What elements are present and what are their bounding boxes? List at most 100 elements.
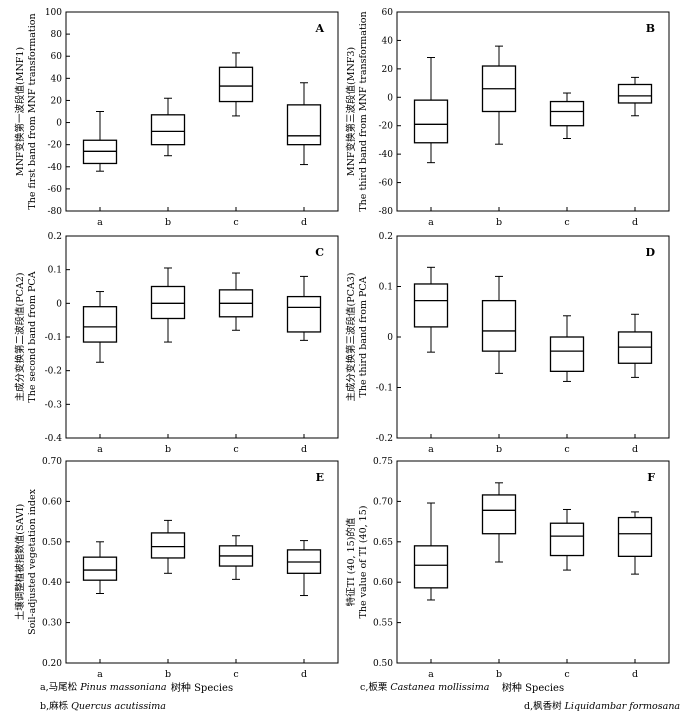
y-tick-label: 80 bbox=[51, 30, 63, 40]
category-label: b bbox=[165, 669, 171, 680]
box-a bbox=[82, 291, 118, 363]
y-tick-label: -0.3 bbox=[45, 400, 63, 410]
y-axis-title-cn: 土壤调整植被指数值(SAVI) bbox=[14, 504, 26, 620]
y-tick-label: 0.70 bbox=[42, 457, 62, 467]
category-label: a bbox=[97, 217, 103, 228]
y-tick-label: 0.60 bbox=[373, 578, 393, 588]
y-tick-label: 0.2 bbox=[48, 232, 62, 242]
box-c bbox=[218, 52, 254, 117]
y-tick-label: -60 bbox=[48, 185, 63, 195]
panel-a: -80 -60 -40 -20 0 20 40 60 80 100 a b c d A MNF变换第一波段值(… bbox=[14, 8, 339, 228]
box-d bbox=[617, 511, 653, 575]
y-tick-label: 0.1 bbox=[48, 266, 62, 276]
iqr-box bbox=[617, 516, 653, 557]
y-tick-label: 0.70 bbox=[373, 497, 393, 507]
panel-letter: F bbox=[647, 471, 655, 484]
y-tick-label: 0 bbox=[56, 119, 62, 129]
legend-item-c: c,板栗 Castanea mollissima bbox=[360, 681, 490, 693]
iqr-box bbox=[481, 494, 517, 535]
y-axis-title-en: The third band from PCA bbox=[358, 276, 369, 397]
y-axis-title-en: Soil-adjusted vegetation index bbox=[27, 488, 38, 634]
iqr-box bbox=[481, 299, 517, 352]
legend-prefix: b,麻栎 bbox=[40, 700, 71, 712]
iqr-box bbox=[413, 283, 449, 328]
box-d bbox=[617, 76, 653, 117]
y-axis-title-cn: 主成分变换第三波段值(PCA3) bbox=[345, 273, 357, 402]
panel-letter: A bbox=[314, 22, 324, 35]
box-c bbox=[549, 92, 585, 140]
iqr-box bbox=[617, 83, 653, 104]
box-c bbox=[549, 508, 585, 571]
category-label: a bbox=[97, 669, 103, 680]
y-tick-label: 20 bbox=[382, 65, 394, 75]
y-axis-title-cn: 主成分变换第二波段值(PCA2) bbox=[14, 273, 26, 402]
box-b bbox=[481, 275, 517, 374]
box-d bbox=[617, 313, 653, 378]
category-label: a bbox=[97, 444, 103, 455]
box-c bbox=[218, 272, 254, 331]
y-tick-label: -40 bbox=[48, 163, 63, 173]
y-axis-title-en: The value of TI (40, 15) bbox=[358, 506, 369, 619]
box-a bbox=[413, 56, 449, 164]
box-b bbox=[150, 519, 186, 574]
panel-f: 0.50 0.55 0.60 0.65 0.70 0.75 a b c d F 特征TI (40, 1… bbox=[345, 457, 670, 680]
y-tick-label: -0.1 bbox=[376, 384, 393, 394]
iqr-box bbox=[150, 285, 186, 320]
y-tick-label: 60 bbox=[382, 8, 394, 18]
y-tick-label: 0.40 bbox=[42, 578, 62, 588]
legend-species: Quercus acutissima bbox=[71, 701, 166, 712]
panel-b: -80 -60 -40 -20 0 20 40 60 a b c d B MNF变换第三波段值(MNF3)… bbox=[345, 8, 670, 228]
category-label: d bbox=[632, 669, 638, 680]
panel-letter: C bbox=[315, 246, 324, 259]
y-tick-label: 0.50 bbox=[42, 538, 62, 548]
legend-prefix: a,马尾松 bbox=[40, 681, 80, 693]
y-tick-label: -0.2 bbox=[376, 434, 393, 444]
legend-item-a: a,马尾松 Pinus massoniana bbox=[40, 681, 167, 693]
category-label: c bbox=[233, 669, 238, 680]
y-axis-title-en: The second band from PCA bbox=[27, 271, 38, 402]
box-a bbox=[413, 266, 449, 353]
y-tick-label: 0 bbox=[387, 333, 393, 343]
iqr-box bbox=[286, 295, 322, 333]
iqr-box bbox=[218, 66, 254, 103]
legend-prefix: c,板栗 bbox=[360, 681, 390, 693]
panel-d: -0.2 -0.1 0 0.1 0.2 a b c d D 主成分变换第三波段值(PCA3) The … bbox=[345, 232, 670, 455]
category-label: d bbox=[301, 444, 307, 455]
box-d bbox=[286, 275, 322, 341]
y-tick-label: -80 bbox=[48, 207, 63, 217]
category-label: b bbox=[165, 444, 171, 455]
panel-letter: B bbox=[646, 22, 655, 35]
panel-frame bbox=[65, 460, 339, 664]
y-tick-label: 20 bbox=[51, 96, 63, 106]
category-label: b bbox=[496, 669, 502, 680]
y-tick-label: -0.2 bbox=[45, 367, 62, 377]
category-label: b bbox=[165, 217, 171, 228]
iqr-box bbox=[549, 100, 585, 127]
legend-species: Castanea mollissima bbox=[390, 682, 489, 693]
iqr-box bbox=[82, 556, 118, 581]
y-tick-label: 40 bbox=[51, 74, 63, 84]
panel-letter: E bbox=[316, 471, 324, 484]
box-b bbox=[481, 482, 517, 563]
y-tick-label: 0 bbox=[387, 93, 393, 103]
y-axis-title-cn: 特征TI (40, 15)的值 bbox=[345, 517, 357, 606]
box-d bbox=[286, 82, 322, 166]
box-d bbox=[286, 540, 322, 597]
legend-species: Liquidambar formosana bbox=[564, 701, 681, 712]
panel-c: -0.4 -0.3 -0.2 -0.1 0 0.1 0.2 a b c d C 主成分变换第二波段值(P… bbox=[14, 232, 339, 455]
iqr-box bbox=[150, 114, 186, 146]
category-label: c bbox=[564, 217, 569, 228]
y-tick-label: 0.60 bbox=[42, 497, 62, 507]
iqr-box bbox=[150, 532, 186, 559]
legend-item-d: d,枫香树 Liquidambar formosana bbox=[524, 700, 680, 712]
y-axis-title-en: The first band from MNF transformation bbox=[27, 13, 38, 209]
category-label: a bbox=[428, 444, 434, 455]
panel-frame bbox=[396, 460, 670, 664]
box-c bbox=[549, 315, 585, 382]
panel-letter: D bbox=[645, 246, 655, 259]
panel-frame bbox=[396, 11, 670, 212]
box-b bbox=[150, 97, 186, 157]
panel-e: 0.20 0.30 0.40 0.50 0.60 0.70 a b c d E 土壤调整植被指数值(S… bbox=[14, 457, 339, 680]
y-tick-label: -20 bbox=[379, 122, 394, 132]
